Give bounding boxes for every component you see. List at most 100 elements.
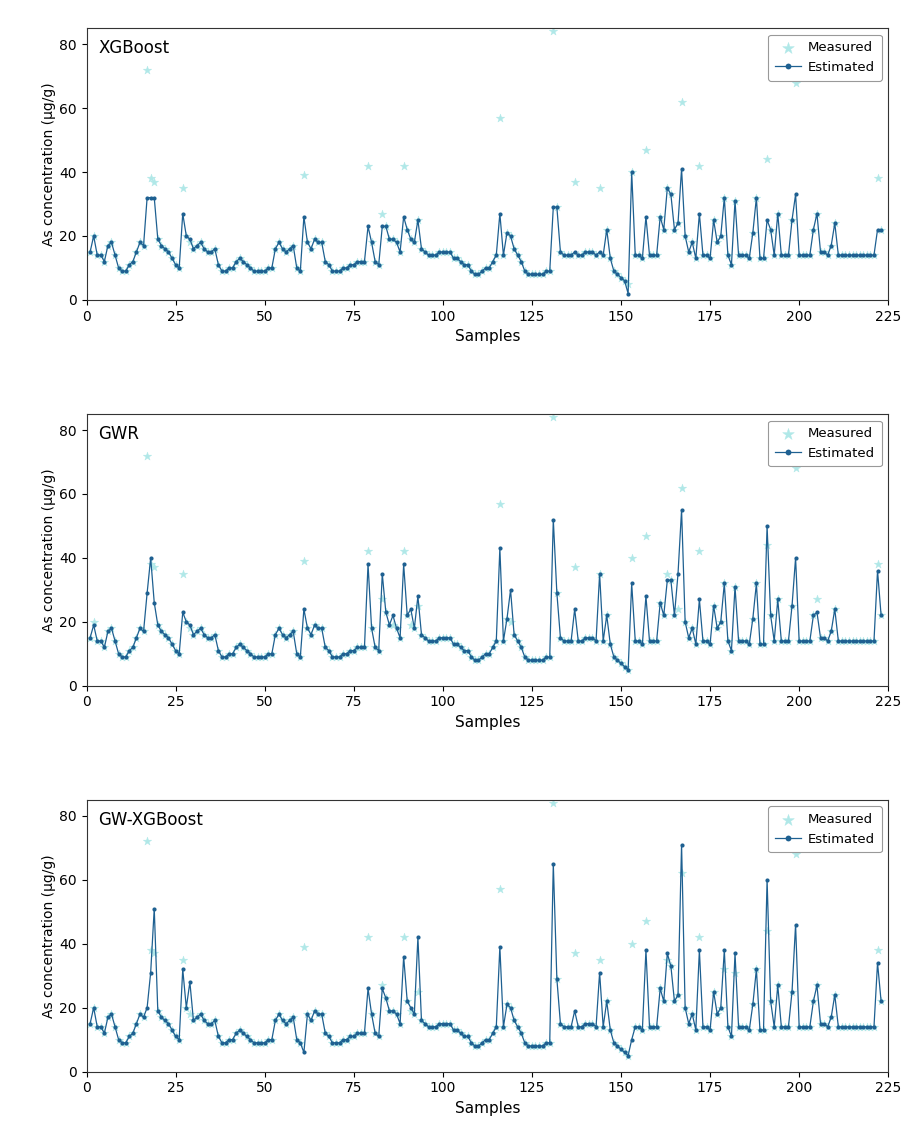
Measured	[225, 259, 240, 277]
Measured	[810, 590, 824, 608]
Measured	[752, 635, 767, 653]
Measured	[806, 221, 821, 239]
Measured	[771, 204, 785, 222]
Measured	[322, 256, 336, 274]
Measured	[685, 233, 700, 252]
Measured	[143, 169, 158, 187]
Measured	[578, 243, 593, 261]
Measured	[646, 632, 660, 650]
Measured	[208, 1012, 222, 1030]
Measured	[197, 240, 211, 258]
Measured	[842, 1017, 856, 1036]
Measured	[536, 265, 550, 283]
Measured	[642, 246, 657, 264]
Y-axis label: As concentration (μg/g): As concentration (μg/g)	[43, 854, 56, 1017]
Measured	[418, 243, 433, 261]
Measured	[311, 619, 325, 637]
Measured	[681, 1014, 696, 1032]
Measured	[500, 609, 515, 627]
Measured	[137, 1008, 151, 1026]
Measured	[706, 597, 721, 615]
Measured	[814, 628, 828, 646]
Measured	[415, 626, 429, 644]
Estimated	[868, 634, 879, 647]
Measured	[646, 1017, 660, 1036]
Measured	[678, 613, 692, 631]
Measured	[343, 642, 357, 660]
Measured	[251, 262, 265, 280]
Legend: Measured, Estimated: Measured, Estimated	[768, 421, 882, 467]
Measured	[692, 928, 707, 946]
Measured	[464, 1033, 478, 1051]
Measured	[425, 632, 439, 650]
Measured	[400, 221, 415, 239]
Measured	[115, 1033, 129, 1051]
Measured	[236, 638, 251, 656]
Measured	[411, 982, 425, 1001]
Estimated	[413, 590, 424, 603]
Measured	[784, 982, 799, 1001]
Measured	[467, 651, 482, 669]
Estimated	[875, 223, 886, 237]
Text: GWR: GWR	[98, 425, 139, 443]
Measured	[635, 1021, 650, 1039]
Measured	[333, 647, 347, 666]
Measured	[628, 246, 642, 264]
Measured	[475, 647, 489, 666]
Measured	[660, 179, 675, 197]
Measured	[696, 246, 711, 264]
Estimated	[445, 1016, 456, 1030]
Measured	[404, 1002, 418, 1020]
Measured	[745, 223, 760, 241]
Measured	[122, 1028, 137, 1046]
Measured	[425, 1017, 439, 1036]
Measured	[760, 536, 774, 554]
Measured	[756, 249, 771, 267]
Measured	[560, 632, 575, 650]
Measured	[685, 1005, 700, 1023]
Measured	[866, 1017, 881, 1036]
Measured	[169, 642, 183, 660]
Measured	[307, 616, 322, 634]
Measured	[418, 628, 433, 646]
Measured	[489, 246, 504, 264]
Measured	[482, 645, 496, 663]
Measured	[528, 651, 543, 669]
Measured	[713, 227, 728, 245]
Measured	[221, 645, 236, 663]
Measured	[870, 169, 885, 187]
Measured	[311, 1005, 325, 1023]
Measured	[421, 1017, 435, 1036]
Measured	[271, 233, 286, 252]
Measured	[771, 976, 785, 994]
Measured	[564, 1017, 578, 1036]
Estimated	[260, 1036, 271, 1049]
Measured	[279, 1014, 293, 1032]
Measured	[158, 626, 172, 644]
Measured	[211, 642, 226, 660]
Measured	[614, 654, 629, 672]
Measured	[147, 173, 161, 191]
Measured	[221, 259, 236, 277]
Measured	[336, 259, 351, 277]
Measured	[435, 243, 450, 261]
Measured	[849, 246, 864, 264]
Measured	[154, 1008, 169, 1026]
Measured	[557, 246, 571, 264]
Measured	[464, 647, 478, 666]
Measured	[585, 1014, 599, 1032]
Measured	[460, 256, 475, 274]
Measured	[763, 993, 778, 1011]
Measured	[589, 632, 603, 650]
Measured	[129, 628, 144, 646]
Measured	[432, 243, 446, 261]
Measured	[724, 642, 739, 660]
Measured	[258, 647, 272, 666]
Measured	[674, 864, 689, 882]
Measured	[774, 246, 789, 264]
Measured	[379, 603, 394, 622]
Measured	[756, 635, 771, 653]
Measured	[471, 1037, 486, 1055]
Measured	[631, 246, 646, 264]
Measured	[596, 632, 610, 650]
